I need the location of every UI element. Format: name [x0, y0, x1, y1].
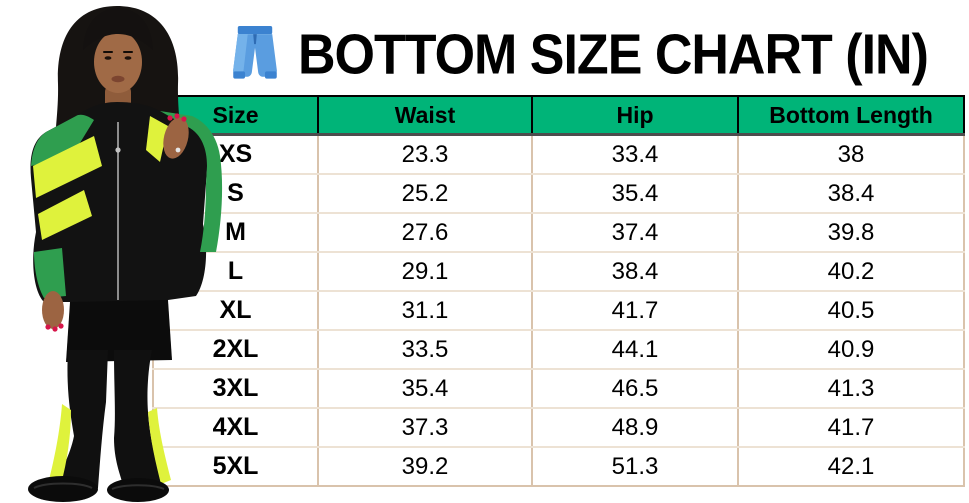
size-cell: 2XL — [152, 329, 319, 370]
row-4xl: 4XL 37.3 48.9 41.7 — [152, 407, 965, 448]
column-header-waist: Waist — [317, 95, 533, 136]
hip-cell: 46.5 — [531, 368, 739, 409]
row-s: S 25.2 35.4 38.4 — [152, 173, 965, 214]
waist-cell: 25.2 — [317, 173, 533, 214]
size-cell: L — [152, 251, 319, 292]
column-header-bottom-length: Bottom Length — [737, 95, 965, 136]
row-xl: XL 31.1 41.7 40.5 — [152, 290, 965, 331]
waist-cell: 23.3 — [317, 133, 533, 175]
row-l: L 29.1 38.4 40.2 — [152, 251, 965, 292]
row-m: M 27.6 37.4 39.8 — [152, 212, 965, 253]
column-header-hip: Hip — [531, 95, 739, 136]
bottom-length-cell: 38.4 — [737, 173, 965, 214]
bottom-length-cell: 41.3 — [737, 368, 965, 409]
size-cell: S — [152, 173, 319, 214]
chart-header: BOTTOM SIZE CHART (IN) — [226, 23, 929, 87]
hip-cell: 48.9 — [531, 407, 739, 448]
waist-cell: 37.3 — [317, 407, 533, 448]
bottom-length-cell: 40.9 — [737, 329, 965, 370]
row-3xl: 3XL 35.4 46.5 41.3 — [152, 368, 965, 409]
size-cell: M — [152, 212, 319, 253]
row-xs: XS 23.3 33.4 38 — [152, 133, 965, 175]
column-header-size: Size — [152, 95, 319, 136]
waist-cell: 31.1 — [317, 290, 533, 331]
bottom-length-cell: 38 — [737, 133, 965, 175]
jeans-icon — [226, 24, 284, 86]
bottom-length-cell: 41.7 — [737, 407, 965, 448]
size-cell: 3XL — [152, 368, 319, 409]
waist-cell: 29.1 — [317, 251, 533, 292]
waist-cell: 33.5 — [317, 329, 533, 370]
size-table: Size Waist Hip Bottom Length XS 23.3 33.… — [152, 95, 965, 487]
size-cell: 4XL — [152, 407, 319, 448]
size-cell: XS — [152, 133, 319, 175]
hip-cell: 51.3 — [531, 446, 739, 487]
hip-cell: 41.7 — [531, 290, 739, 331]
waist-cell: 39.2 — [317, 446, 533, 487]
hip-cell: 35.4 — [531, 173, 739, 214]
bottom-length-cell: 42.1 — [737, 446, 965, 487]
row-5xl: 5XL 39.2 51.3 42.1 — [152, 446, 965, 487]
hip-cell: 38.4 — [531, 251, 739, 292]
bottom-length-cell: 40.2 — [737, 251, 965, 292]
hip-cell: 44.1 — [531, 329, 739, 370]
page-title: BOTTOM SIZE CHART (IN) — [298, 23, 929, 87]
size-cell: XL — [152, 290, 319, 331]
bottom-length-cell: 39.8 — [737, 212, 965, 253]
row-2xl: 2XL 33.5 44.1 40.9 — [152, 329, 965, 370]
table-header-row: Size Waist Hip Bottom Length — [152, 95, 965, 136]
size-cell: 5XL — [152, 446, 319, 487]
waist-cell: 27.6 — [317, 212, 533, 253]
hip-cell: 33.4 — [531, 133, 739, 175]
waist-cell: 35.4 — [317, 368, 533, 409]
bottom-length-cell: 40.5 — [737, 290, 965, 331]
hip-cell: 37.4 — [531, 212, 739, 253]
